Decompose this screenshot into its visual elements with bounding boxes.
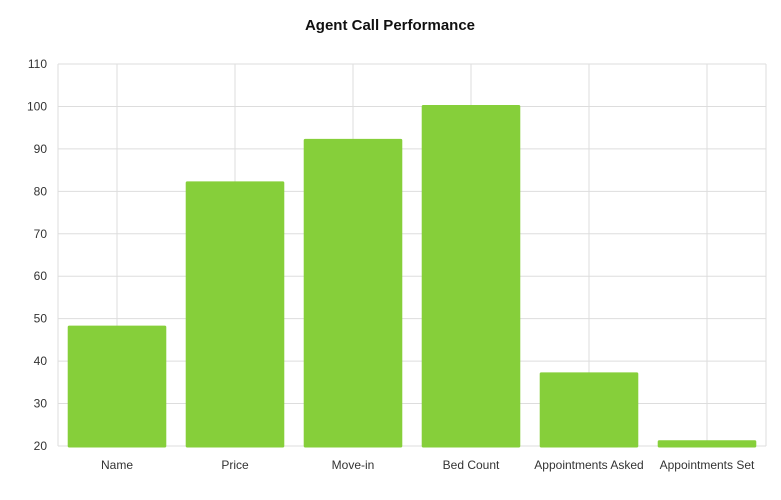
y-tick-label: 60 [34,269,48,283]
y-tick-label: 30 [34,397,48,411]
chart-title: Agent Call Performance [305,17,475,34]
bar-name[interactable] [67,325,167,448]
x-category-label: Move-in [332,458,375,472]
y-tick-label: 110 [28,57,47,71]
x-category-label: Appointments Set [660,458,755,472]
bar-move-in[interactable] [303,138,403,448]
x-category-label: Bed Count [443,458,500,472]
y-axis-ticks: 20 30 40 50 60 70 80 90 100 110 [27,57,47,453]
bar-bed-count[interactable] [421,104,521,448]
y-tick-label: 100 [27,99,47,113]
y-tick-label: 40 [34,354,48,368]
x-category-label: Name [101,458,133,472]
y-tick-label: 50 [34,312,48,326]
y-tick-label: 70 [34,227,48,241]
x-category-label: Appointments Asked [534,458,643,472]
x-category-label: Price [221,458,249,472]
bar-appointments-set[interactable] [657,440,757,448]
x-axis-labels: Name Price Move-in Bed Count Appointments As… [101,458,755,472]
y-tick-label: 20 [34,439,48,453]
bar-series [67,104,757,448]
bar-appointments-asked[interactable] [539,372,639,448]
y-tick-label: 80 [34,184,48,198]
y-tick-label: 90 [34,142,48,156]
bar-price[interactable] [185,181,285,448]
